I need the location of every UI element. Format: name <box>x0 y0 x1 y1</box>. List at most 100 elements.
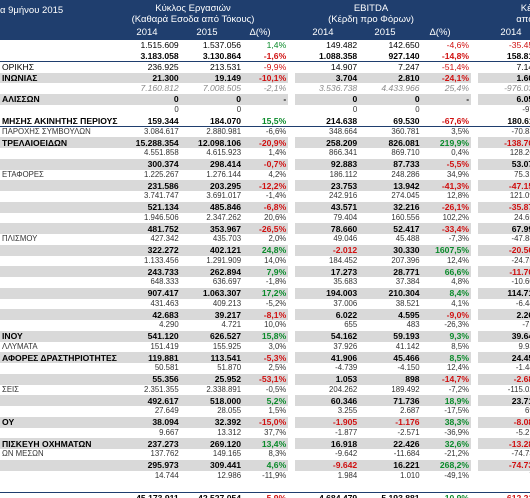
row-label: ΣΕΙΣ <box>2 384 20 394</box>
table-cell: 102,2% <box>442 212 470 222</box>
table-row: 14.744 12.986 -11,9% 1.984 1.010 -49,1% 79 <box>0 471 530 482</box>
column-gap <box>288 352 295 364</box>
row-label <box>0 256 118 267</box>
table-cell: 78.660 <box>294 223 360 235</box>
row-label: ΠΑΡΟΧΗΣ ΣΥΜΒΟΥΛΩΝ <box>2 126 91 136</box>
table-cell: 2,0% <box>268 234 287 244</box>
table-cell: 237.273 <box>118 438 181 450</box>
table-row: 3.741.747 3.691.017 -1,4% 242.916 274.045 12,… <box>0 191 530 202</box>
column-gap <box>471 287 478 299</box>
row-label: ΙΝΩΝΙΑΣ <box>0 72 119 84</box>
table-cell: -51,4% <box>441 62 470 73</box>
column-gap <box>288 50 295 63</box>
table-cell: 75.312 <box>514 169 530 179</box>
table-cell: 692 <box>524 406 530 416</box>
table-cell: 7.143 <box>516 62 530 73</box>
table-cell: 409.213 <box>212 298 242 308</box>
table-cell: 826.081 <box>359 137 422 149</box>
table-cell: 54.162 <box>294 330 360 342</box>
table-cell: 4.684.479 <box>294 491 360 498</box>
table-cell: 1.133.456 <box>144 255 179 265</box>
table-row: 521.134 485.846 -6,8% 43.571 32.216 -26,1% -35… <box>0 201 530 213</box>
table-cell: 518.000 <box>180 395 244 407</box>
table-cell: 32,6% <box>421 438 472 450</box>
table-cell: 5,2% <box>243 395 289 407</box>
table-cell: 648.333 <box>150 277 179 287</box>
table-cell: -9,9% <box>263 62 287 73</box>
table-cell: 37.006 <box>333 298 358 308</box>
table-cell: -26,5% <box>243 223 289 235</box>
table-cell: 3.741.747 <box>144 191 179 201</box>
column-gap <box>288 459 295 471</box>
table-cell: 210.304 <box>359 287 422 299</box>
financial-table: 1.515.609 1.537.056 1,4% 149.482 142.650 -4,6… <box>0 40 530 498</box>
table-cell: -33,4% <box>421 223 472 235</box>
row-label <box>0 395 119 407</box>
table-cell: 42.527.054 <box>180 491 244 498</box>
table-cell: 60.346 <box>294 395 360 407</box>
table-cell: -26,1% <box>421 201 472 213</box>
revenue-section-subtitle: (Καθαρά Εσοδα από Τόκους) <box>131 14 255 25</box>
table-cell: 1.537.056 <box>202 40 242 51</box>
table-cell: -70.830 <box>511 126 530 136</box>
table-cell: 142.650 <box>388 40 420 51</box>
table-cell: 1.515.609 <box>140 40 179 51</box>
table-cell: 15,5% <box>243 115 289 127</box>
column-gap <box>471 266 478 278</box>
table-cell: 322.272 <box>118 244 181 256</box>
table-cell: 866.341 <box>329 148 358 158</box>
table-cell: -1.176 <box>359 416 422 428</box>
table-cell: 45.488 <box>395 234 420 244</box>
table-row: 0 0 0 0 -973 <box>0 105 530 116</box>
table-cell: 402.121 <box>180 244 244 256</box>
table-cell: 1.984 <box>337 470 358 480</box>
table-cell: 55.356 <box>118 373 181 385</box>
table-row: ΕΤΑΦΟΡΕΣ 1.225.267 1.276.144 4,2% 186.112 248… <box>0 170 530 181</box>
column-gap <box>471 158 478 170</box>
table-cell: -13.287 <box>477 438 530 450</box>
table-cell: 12.098.106 <box>180 137 244 149</box>
table-cell: 51.870 <box>217 363 242 373</box>
table-cell: -15,0% <box>243 416 289 428</box>
table-cell: 5.193.881 <box>359 491 422 498</box>
table-cell: 35.683 <box>333 277 358 287</box>
row-label <box>0 320 118 331</box>
column-gap <box>288 180 295 192</box>
table-cell: -6,6% <box>265 126 287 136</box>
table-cell: 4,8% <box>451 277 470 287</box>
row-label <box>0 299 118 310</box>
table-cell: -21,2% <box>444 449 470 459</box>
row-label <box>0 191 118 202</box>
table-cell: 8,5% <box>421 352 472 364</box>
table-cell: 67.995 <box>477 223 530 235</box>
row-label: ΠΙΣΚΕΥΗ ΟΧΗΜΑΤΩΝ <box>0 438 119 450</box>
table-cell: -35.455 <box>508 40 530 51</box>
table-cell: -36,9% <box>444 427 470 437</box>
column-gap <box>288 158 295 170</box>
table-cell: 79 <box>478 471 530 482</box>
row-label <box>0 244 119 256</box>
table-cell: 204.262 <box>329 384 358 394</box>
column-gap <box>288 72 295 84</box>
table-cell: 6.052 <box>477 94 530 105</box>
table-cell: 3.183.058 <box>118 50 181 63</box>
column-gap <box>471 223 478 235</box>
table-cell: 0 <box>415 104 420 114</box>
table-cell: 521.134 <box>118 201 181 213</box>
table-cell: 37.384 <box>395 277 420 287</box>
table-cell: 10,9% <box>421 491 472 498</box>
table-cell: 927.140 <box>359 50 422 63</box>
table-cell: 4.595 <box>359 309 422 321</box>
row-label <box>0 471 118 482</box>
table-cell: 213.531 <box>209 62 242 73</box>
table-cell: 180.611 <box>477 115 530 127</box>
row-label <box>0 201 119 213</box>
table-cell: 15,8% <box>243 330 289 342</box>
table-cell: 1,5% <box>268 406 287 416</box>
table-cell: 274.045 <box>391 191 420 201</box>
table-cell: 38.094 <box>118 416 181 428</box>
table-cell: -4.739 <box>335 363 358 373</box>
table-cell: -6,8% <box>243 201 289 213</box>
table-cell: 4.433.966 <box>381 83 420 94</box>
table-cell: 4,2% <box>268 169 287 179</box>
